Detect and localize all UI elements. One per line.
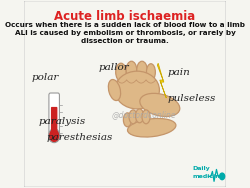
Text: pulseless: pulseless	[168, 94, 216, 103]
Text: @doctordconline: @doctordconline	[111, 110, 176, 119]
Text: Daily: Daily	[192, 166, 210, 171]
Text: pain: pain	[168, 68, 191, 77]
Ellipse shape	[136, 109, 143, 123]
Ellipse shape	[108, 80, 120, 101]
Ellipse shape	[116, 63, 126, 81]
Ellipse shape	[115, 71, 160, 109]
Text: dissection or trauma.: dissection or trauma.	[81, 38, 169, 44]
Ellipse shape	[128, 118, 176, 137]
FancyBboxPatch shape	[24, 1, 226, 187]
Ellipse shape	[142, 110, 150, 124]
Text: ALI is caused by embolism or thrombosis, or rarely by: ALI is caused by embolism or thrombosis,…	[14, 30, 235, 36]
Text: Occurs when there is a sudden lack of blood flow to a limb: Occurs when there is a sudden lack of bl…	[5, 22, 245, 27]
Circle shape	[219, 172, 225, 180]
Ellipse shape	[140, 93, 180, 117]
Polygon shape	[158, 63, 166, 98]
Ellipse shape	[126, 61, 137, 79]
Ellipse shape	[146, 64, 155, 81]
Text: paresthesias: paresthesias	[46, 133, 113, 142]
Circle shape	[48, 129, 60, 143]
Text: pallor: pallor	[98, 63, 129, 72]
Ellipse shape	[129, 110, 137, 124]
FancyBboxPatch shape	[49, 93, 59, 135]
Text: Acute limb ischaemia: Acute limb ischaemia	[54, 10, 196, 23]
Ellipse shape	[137, 61, 147, 79]
Text: polar: polar	[32, 73, 59, 82]
Text: medicine: medicine	[192, 174, 224, 179]
FancyBboxPatch shape	[51, 107, 58, 137]
Ellipse shape	[124, 113, 132, 127]
Text: paralysis: paralysis	[38, 117, 86, 126]
